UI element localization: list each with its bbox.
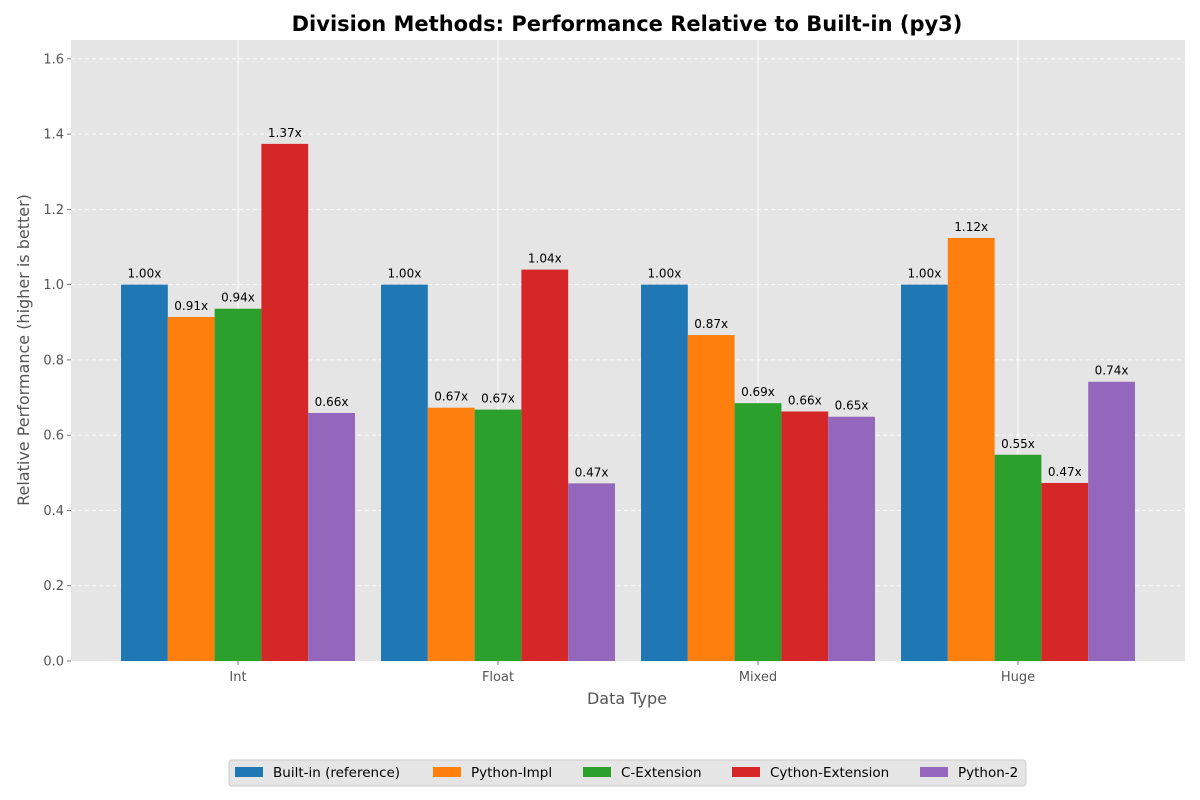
data-labels: 1.00x 1.00x 1.00x 1.00x 0.91x 0.67x 0.87x 1.12x… — [127, 126, 1128, 479]
bars — [121, 143, 1135, 662]
y-tick-label: 0.0 — [43, 655, 64, 670]
bar-c-extension — [734, 403, 782, 661]
bar-c-extension — [474, 409, 522, 661]
data-label: 1.04x — [528, 252, 562, 266]
y-tick-label: 0.2 — [43, 579, 64, 594]
legend-swatch — [732, 767, 760, 777]
legend-entry-label: Cython-Extension — [770, 765, 889, 781]
x-tick-label: Huge — [1001, 670, 1035, 685]
data-label: 1.37x — [268, 126, 302, 140]
x-axis-ticks: Int Float Mixed Huge — [229, 661, 1035, 685]
bar-c-extension — [214, 308, 262, 661]
data-label: 1.00x — [647, 267, 681, 281]
bar-cython-extension — [521, 269, 569, 661]
legend-entry-label: C-Extension — [621, 765, 702, 781]
legend-box — [228, 759, 1027, 787]
data-label: 0.87x — [694, 317, 728, 331]
legend-entry-label: Python-2 — [958, 765, 1018, 781]
y-tick-label: 0.4 — [43, 504, 64, 519]
chart-title: Division Methods: Performance Relative t… — [292, 12, 963, 36]
data-label: 0.47x — [575, 465, 609, 479]
bar-python-2 — [568, 483, 615, 661]
data-label: 0.74x — [1095, 364, 1129, 378]
bar-built-in-reference — [641, 284, 688, 661]
bar-python-2 — [1088, 381, 1135, 661]
legend-entry-label: Built-in (reference) — [273, 765, 400, 781]
bar-python-impl — [947, 237, 995, 661]
data-label: 1.00x — [907, 267, 941, 281]
bar-python-impl — [687, 335, 735, 661]
y-tick-label: 1.4 — [43, 128, 64, 143]
data-label: 0.67x — [434, 390, 468, 404]
legend-swatch — [920, 767, 948, 777]
x-tick-label: Float — [482, 670, 514, 685]
data-label: 0.91x — [174, 299, 208, 313]
bar-cython-extension — [1041, 482, 1089, 661]
data-label: 0.69x — [741, 385, 775, 399]
y-tick-label: 1.6 — [43, 52, 64, 67]
bar-built-in-reference — [901, 284, 948, 661]
legend-entry-label: Python-Impl — [471, 765, 552, 781]
x-tick-label: Int — [229, 670, 246, 685]
bar-python-2 — [828, 416, 875, 661]
y-tick-label: 1.2 — [43, 203, 64, 218]
y-tick-label: 0.8 — [43, 353, 64, 368]
legend-swatch — [235, 767, 263, 777]
legend-swatch — [583, 767, 611, 777]
x-tick-label: Mixed — [739, 670, 777, 685]
bar-cython-extension — [781, 411, 829, 661]
y-axis-label: Relative Performance (higher is better) — [14, 194, 33, 506]
data-label: 0.94x — [221, 291, 255, 305]
data-label: 1.12x — [954, 220, 988, 234]
data-label: 0.67x — [481, 392, 515, 406]
bar-built-in-reference — [381, 284, 428, 661]
data-label: 1.00x — [387, 267, 421, 281]
data-label: 0.47x — [1048, 465, 1082, 479]
bar-python-impl — [427, 407, 475, 661]
legend: Built-in (reference) Python-Impl C-Extensi… — [228, 759, 1027, 787]
bar-c-extension — [994, 454, 1042, 661]
bar-cython-extension — [261, 143, 309, 662]
y-tick-label: 0.6 — [43, 429, 64, 444]
bar-python-impl — [167, 317, 215, 661]
data-label: 0.55x — [1001, 437, 1035, 451]
data-label: 0.66x — [315, 395, 349, 409]
bar-python-2 — [308, 412, 355, 661]
data-label: 0.65x — [835, 399, 869, 413]
data-label: 1.00x — [127, 267, 161, 281]
x-axis-label: Data Type — [587, 689, 667, 708]
y-axis-ticks: 0.0 0.2 0.4 0.6 0.8 1.0 1.2 1.4 1.6 — [43, 52, 71, 670]
y-tick-label: 1.0 — [43, 278, 64, 293]
bar-built-in-reference — [121, 284, 168, 661]
legend-swatch — [433, 767, 461, 777]
data-label: 0.66x — [788, 393, 822, 407]
